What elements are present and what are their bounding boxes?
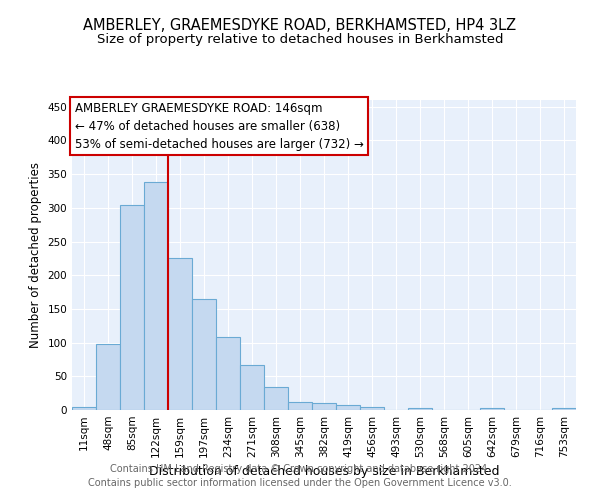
Bar (216, 336, 240, 410)
Bar (72, 406, 96, 410)
Bar (480, 408, 504, 410)
Bar (312, 404, 336, 410)
Text: AMBERLEY GRAEMESDYKE ROAD: 146sqm
← 47% of detached houses are smaller (638)
53%: AMBERLEY GRAEMESDYKE ROAD: 146sqm ← 47% … (74, 102, 364, 150)
Bar (408, 408, 432, 410)
Bar (336, 406, 360, 410)
Bar (120, 205, 144, 410)
Text: AMBERLEY, GRAEMESDYKE ROAD, BERKHAMSTED, HP4 3LZ: AMBERLEY, GRAEMESDYKE ROAD, BERKHAMSTED,… (83, 18, 517, 32)
Bar (552, 408, 576, 410)
Bar (168, 258, 192, 410)
Text: Contains HM Land Registry data © Crown copyright and database right 2024.
Contai: Contains HM Land Registry data © Crown c… (88, 464, 512, 487)
Bar (144, 182, 168, 410)
Bar (240, 365, 264, 410)
X-axis label: Distribution of detached houses by size in Berkhamsted: Distribution of detached houses by size … (149, 466, 499, 478)
Y-axis label: Number of detached properties: Number of detached properties (29, 162, 42, 348)
Text: Size of property relative to detached houses in Berkhamsted: Size of property relative to detached ho… (97, 32, 503, 46)
Bar (96, 344, 120, 410)
Bar (264, 387, 288, 410)
Bar (360, 406, 384, 410)
Bar (192, 300, 216, 410)
Bar (288, 402, 312, 410)
